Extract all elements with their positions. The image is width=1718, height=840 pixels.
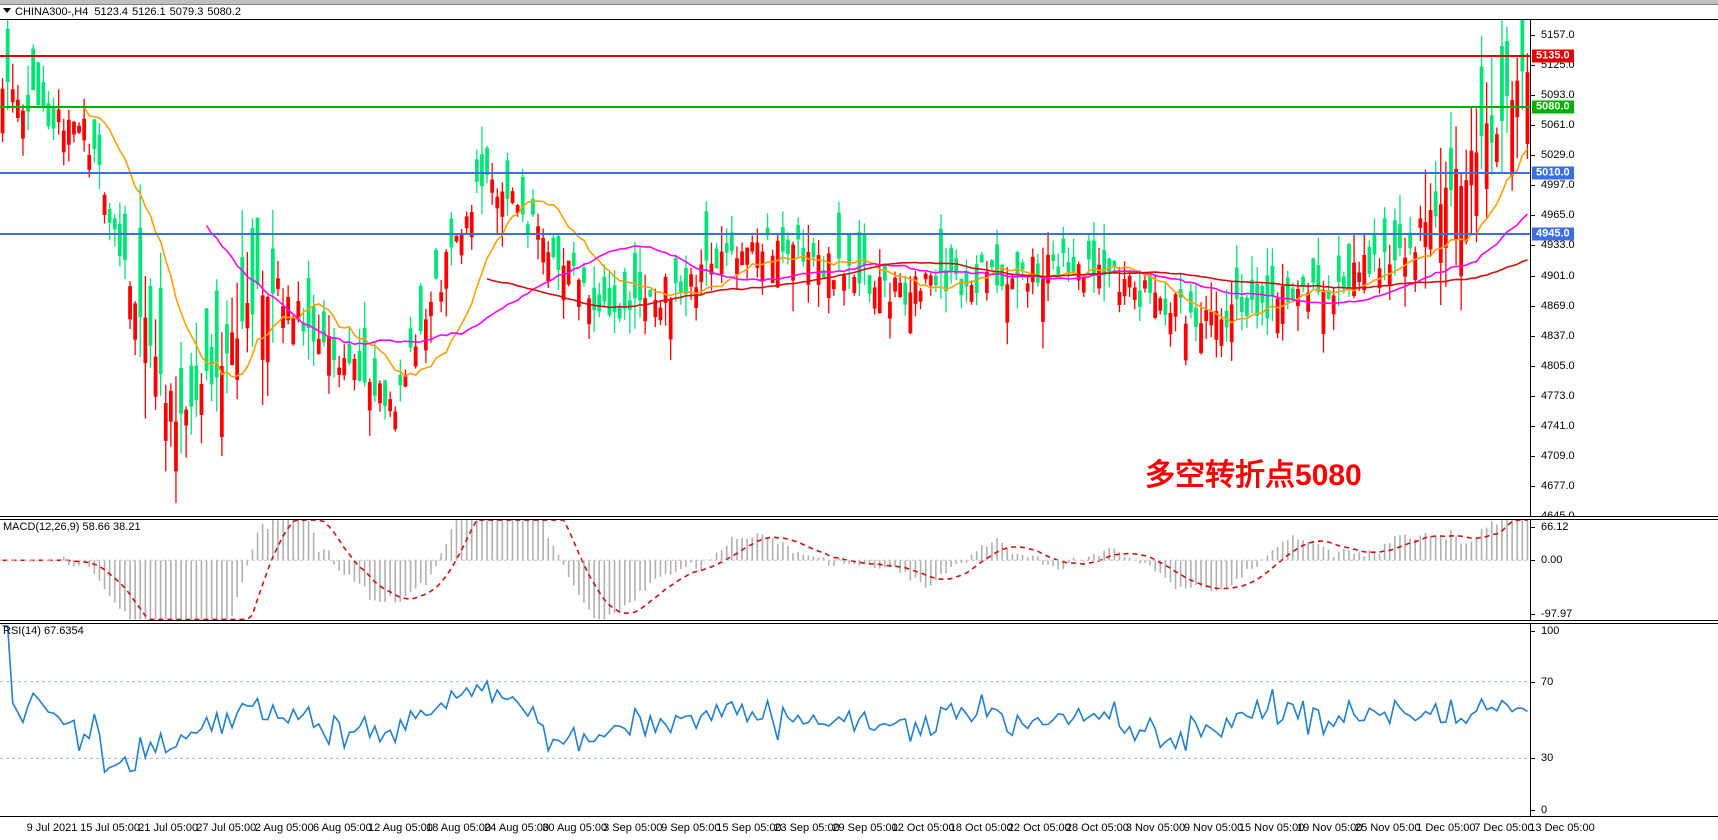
level-line-support-4945[interactable] <box>0 233 1530 236</box>
time-axis-tick: 28 Oct 05:00 <box>1065 822 1129 834</box>
rsi-axis-tick: 70 <box>1531 676 1553 688</box>
macd-series <box>0 520 1530 620</box>
price-axis-tick: 4773.0 <box>1531 390 1575 402</box>
time-axis-tick: 9 Sep 05:00 <box>661 822 721 834</box>
price-axis-tick: 4709.0 <box>1531 450 1575 462</box>
price-axis-tick: 4933.0 <box>1531 239 1575 251</box>
time-axis-tick: 23 Sep 05:00 <box>774 822 840 834</box>
rsi-axis-tick: 100 <box>1531 625 1559 637</box>
price-plot-area[interactable]: 多空转折点5080 <box>0 20 1530 516</box>
rsi-plot-area[interactable]: RSI(14) 67.6354 <box>0 624 1530 816</box>
time-axis-tick: 18 Oct 05:00 <box>949 822 1013 834</box>
price-axis-tick: 4805.0 <box>1531 360 1575 372</box>
time-axis-tick: 24 Aug 05:00 <box>484 822 550 834</box>
price-badge-support-4945[interactable]: 4945.0 <box>1532 227 1574 241</box>
macd-plot-area[interactable]: MACD(12,26,9) 58.66 38.21 <box>0 520 1530 620</box>
time-axis-tick: 13 Dec 05:00 <box>1529 822 1595 834</box>
price-panel[interactable]: 多空转折点5080 5157.0 5125.0 5093.0 5061.0 5029.0… <box>0 19 1718 517</box>
ohlc-readout: 5123.4 5126.1 5079.3 5080.2 <box>94 6 245 18</box>
level-line-support-5010[interactable] <box>0 172 1530 175</box>
time-axis-tick: 21 Jul 05:00 <box>138 822 199 834</box>
price-axis-tick: 4997.0 <box>1531 179 1575 191</box>
price-axis-tick: 4837.0 <box>1531 330 1575 342</box>
time-axis-tick: 19 Nov 05:00 <box>1296 822 1363 834</box>
time-axis-tick: 15 Jul 05:00 <box>80 822 141 834</box>
time-axis-tick: 18 Aug 05:00 <box>426 822 491 834</box>
price-axis-tick: 5157.0 <box>1531 29 1575 41</box>
symbol-label: CHINA300-,H4 <box>15 6 89 18</box>
candlestick-series <box>0 20 1530 504</box>
rsi-axis-tick: 30 <box>1531 752 1553 764</box>
time-axis[interactable]: 9 Jul 2021 15 Jul 05:00 21 Jul 05:00 27 Jul… <box>0 817 1718 840</box>
price-axis[interactable]: 5157.0 5125.0 5093.0 5061.0 5029.0 4997.0 4965… <box>1530 20 1718 516</box>
price-badge-resistance-5135[interactable]: 5135.0 <box>1532 49 1574 63</box>
time-axis-tick: 12 Oct 05:00 <box>891 822 955 834</box>
macd-axis-tick: 66.12 <box>1531 521 1569 533</box>
time-axis-tick: 27 Jul 05:00 <box>196 822 257 834</box>
ohlc-close: 5080.2 <box>207 6 241 18</box>
time-axis-tick: 9 Nov 05:00 <box>1183 822 1244 834</box>
level-line-resistance-5135[interactable] <box>0 54 1530 57</box>
level-line-pivot-5080[interactable] <box>0 106 1530 109</box>
time-axis-tick: 15 Nov 05:00 <box>1238 822 1305 834</box>
macd-axis-tick: 0.00 <box>1531 554 1562 566</box>
time-axis-tick: 25 Nov 05:00 <box>1355 822 1421 834</box>
time-axis-tick: 2 Aug 05:00 <box>254 822 314 834</box>
price-axis-tick: 4677.0 <box>1531 480 1575 492</box>
price-axis-tick: 4965.0 <box>1531 209 1575 221</box>
rsi-axis-tick: 0 <box>1531 804 1547 816</box>
rsi-indicator-label: RSI(14) 67.6354 <box>3 625 84 637</box>
chart-annotation-text: 多空转折点5080 <box>1145 459 1362 492</box>
rsi-axis[interactable]: 100 70 30 0 <box>1530 624 1718 816</box>
time-axis-tick: 3 Nov 05:00 <box>1125 822 1186 834</box>
macd-panel[interactable]: MACD(12,26,9) 58.66 38.21 66.12 0.00 -97.9… <box>0 519 1718 621</box>
chevron-down-icon[interactable] <box>3 8 11 13</box>
rsi-panel[interactable]: RSI(14) 67.6354 100 70 30 0 <box>0 623 1718 817</box>
symbol-header: CHINA300-,H4 5123.4 5126.1 5079.3 5080.2 <box>0 5 1718 19</box>
price-axis-tick: 4869.0 <box>1531 300 1575 312</box>
price-axis-tick: 4901.0 <box>1531 270 1575 282</box>
time-axis-tick: 7 Dec 05:00 <box>1474 822 1534 834</box>
macd-axis[interactable]: 66.12 0.00 -97.97 <box>1530 520 1718 620</box>
macd-indicator-label: MACD(12,26,9) 58.66 38.21 <box>3 521 141 533</box>
time-axis-tick: 9 Jul 2021 <box>26 822 78 834</box>
time-axis-tick: 15 Sep 05:00 <box>716 822 782 834</box>
ohlc-open: 5123.4 <box>94 6 129 18</box>
time-axis-tick: 30 Aug 05:00 <box>542 822 608 834</box>
price-axis-tick: 5061.0 <box>1531 119 1575 131</box>
macd-axis-tick: -97.97 <box>1531 608 1572 620</box>
price-axis-tick: 5093.0 <box>1531 89 1575 101</box>
time-axis-tick: 6 Aug 05:00 <box>313 822 372 834</box>
time-axis-tick: 1 Dec 05:00 <box>1416 822 1476 834</box>
price-badge-pivot-5080[interactable]: 5080.0 <box>1532 100 1574 114</box>
time-axis-tick: 12 Aug 05:00 <box>368 822 433 834</box>
price-axis-tick: 4741.0 <box>1531 420 1575 432</box>
time-axis-tick: 22 Oct 05:00 <box>1007 822 1071 834</box>
time-axis-tick: 3 Sep 05:00 <box>603 822 663 834</box>
price-axis-tick: 4645.0 <box>1531 510 1575 516</box>
rsi-series <box>0 625 1530 774</box>
price-axis-tick: 5029.0 <box>1531 149 1575 161</box>
price-badge-support-5010[interactable]: 5010.0 <box>1532 166 1574 180</box>
ohlc-low: 5079.3 <box>169 6 204 18</box>
ohlc-high: 5126.1 <box>132 6 166 18</box>
window-toolbar <box>0 0 1718 5</box>
time-axis-tick: 29 Sep 05:00 <box>832 822 898 834</box>
